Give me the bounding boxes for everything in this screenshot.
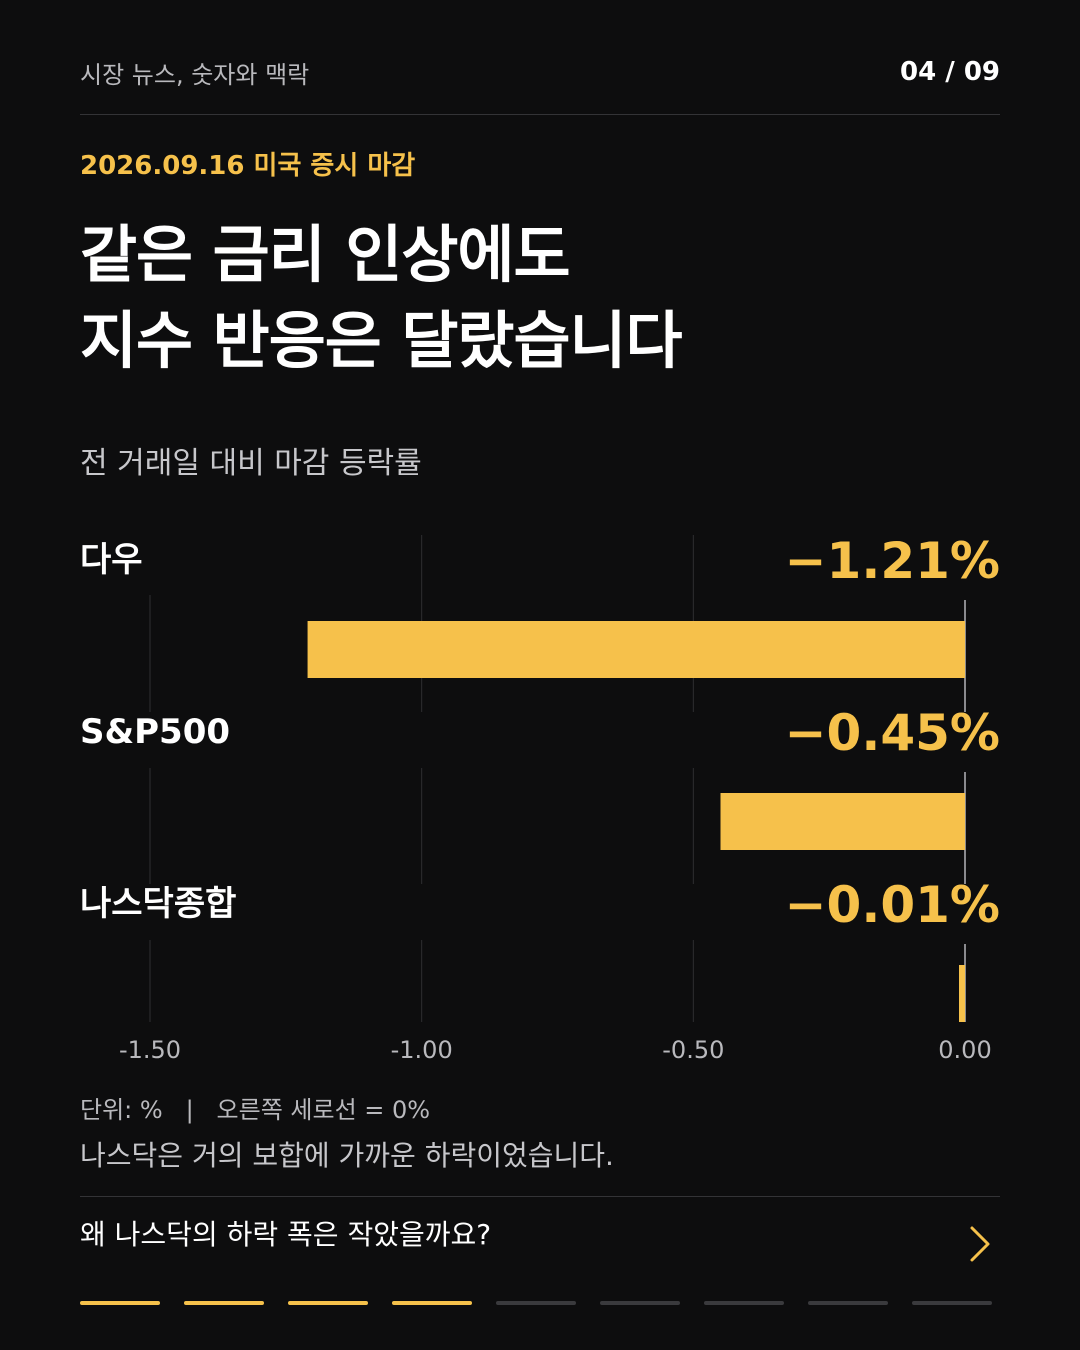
category-label: 나스닥종합: [80, 884, 236, 924]
category-label: S&P500: [80, 712, 230, 752]
headline-line-2: 지수 반응은 달랐습니다: [80, 304, 683, 377]
value-label: −1.21%: [785, 532, 1000, 590]
category-label: 다우: [80, 540, 143, 580]
progress-segment: [912, 1301, 992, 1305]
value-label: −0.45%: [785, 704, 1000, 762]
bar: [959, 965, 965, 1022]
tick-label: 0.00: [938, 1036, 991, 1064]
series-name: 시장 뉴스, 숫자와 맥락: [80, 60, 310, 89]
progress-segment: [600, 1301, 680, 1305]
bar: [720, 793, 965, 850]
chart-caption: 나스닥은 거의 보합에 가까운 하락이었습니다.: [80, 1139, 614, 1172]
header-divider: [80, 114, 1000, 115]
progress-indicator: [80, 1301, 992, 1305]
footer-divider: [80, 1196, 1000, 1197]
chevron-right-icon[interactable]: [968, 1224, 992, 1264]
bar-chart: 다우 −1.21% S&P500 −0.45% 나스닥종합 −0.01% -1.50 -1.0…: [80, 532, 1000, 1064]
next-question-link[interactable]: 왜 나스닥의 하락 폭은 작았을까요?: [80, 1196, 1000, 1292]
progress-segment: [80, 1301, 160, 1305]
tick-label: -1.00: [391, 1036, 453, 1064]
value-label: −0.01%: [785, 876, 1000, 934]
headline-line-1: 같은 금리 인상에도: [80, 218, 570, 291]
date-label: 2026.09.16 미국 증시 마감: [80, 151, 416, 181]
bar: [307, 621, 966, 678]
chart-subtitle: 전 거래일 대비 마감 등락률: [80, 446, 422, 481]
progress-segment: [288, 1301, 368, 1305]
page-counter: 04 / 09: [900, 57, 1000, 87]
header: 시장 뉴스, 숫자와 맥락 04 / 09: [80, 52, 1000, 92]
tick-label: -1.50: [119, 1036, 181, 1064]
unit-note: 단위: % | 오른쪽 세로선 = 0%: [80, 1096, 431, 1124]
progress-segment: [704, 1301, 784, 1305]
tick-label: -0.50: [662, 1036, 724, 1064]
progress-segment: [184, 1301, 264, 1305]
progress-segment: [496, 1301, 576, 1305]
headline: 같은 금리 인상에도 지수 반응은 달랐습니다: [80, 212, 683, 384]
progress-segment: [392, 1301, 472, 1305]
next-question: 왜 나스닥의 하락 폭은 작았을까요?: [80, 1218, 492, 1251]
progress-segment: [808, 1301, 888, 1305]
